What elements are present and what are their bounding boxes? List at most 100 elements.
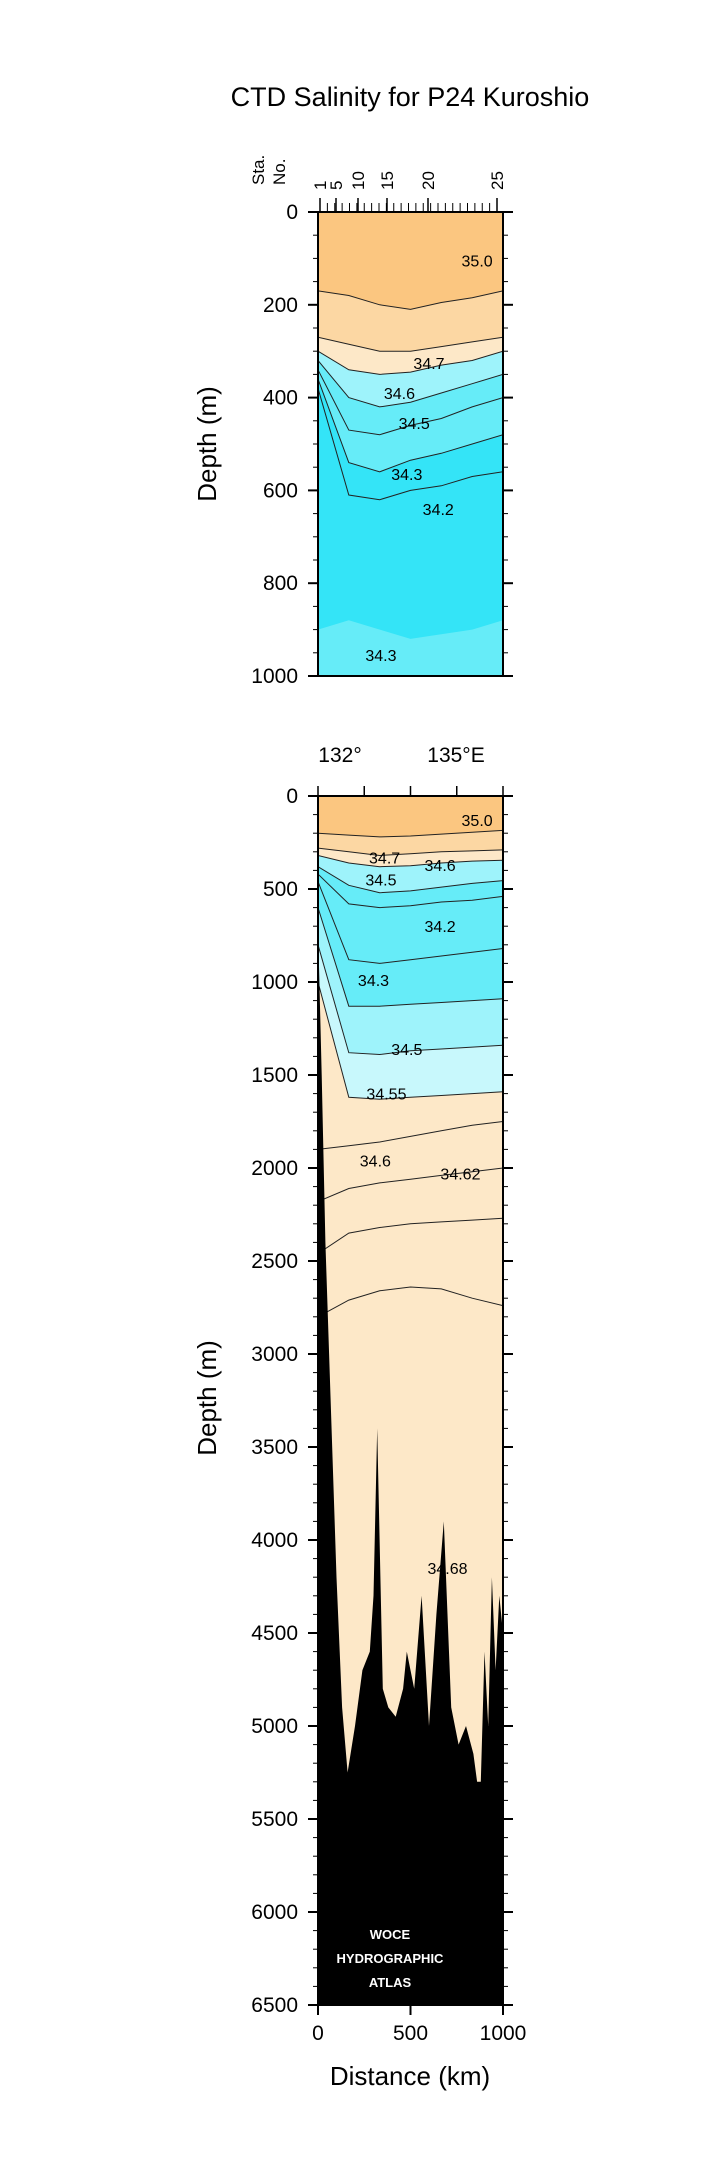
- lower-ticks-y-label-0: 0: [286, 785, 298, 808]
- lower-fill-band-8: [318, 982, 503, 1150]
- lower-ticks-y-label-7: 3500: [251, 1436, 298, 1459]
- lower-ticks-y-label-5: 2500: [251, 1250, 298, 1273]
- lower-contour-labels-2: 34.6: [425, 858, 456, 875]
- lower-contour-labels-6: 34.5: [391, 1042, 422, 1059]
- lower-contours: [318, 829, 503, 1318]
- lower-fill-band-3: [318, 866, 503, 908]
- chart-title: CTD Salinity for P24 Kuroshio: [231, 82, 590, 112]
- station-axis-label-sta: Sta.: [249, 155, 268, 185]
- lower-ticks-y-label-4: 2000: [251, 1157, 298, 1180]
- upper-contour-labels-4: 34.3: [391, 467, 422, 484]
- station-label-25: 25: [488, 171, 507, 190]
- lower-ticks: 0 500 1000 1500 2000 2500 3000 3500 4000 4500 5000…: [251, 785, 526, 2045]
- lower-contour-labels-0: 35.0: [462, 813, 493, 830]
- lower-contours-line-8: [318, 981, 503, 1100]
- upper-fill-band-1: [318, 337, 503, 375]
- upper-contours-line-6: [318, 388, 503, 501]
- lower-ticks-y-label-2: 1000: [251, 971, 298, 994]
- lower-fill-band-surface: [318, 796, 503, 837]
- station-label-20: 20: [419, 171, 438, 190]
- lower-contours-line-10: [318, 1167, 503, 1202]
- upper-contour-labels-5: 34.2: [423, 502, 454, 519]
- lower-fill-band-11: [318, 1218, 503, 1317]
- upper-ticks-y-label-5: 1000: [251, 665, 298, 688]
- lower-ticks-y-label-9: 4500: [251, 1622, 298, 1645]
- lower-fill-band-0: [318, 830, 503, 856]
- lon-label-135e: 135°E: [427, 744, 484, 767]
- lower-ticks-y-label-13: 6500: [251, 1994, 298, 2017]
- lower-ticks-y-label-11: 5500: [251, 1808, 298, 1831]
- upper-ticks-y-label-1: 200: [263, 294, 298, 317]
- lower-contours-line-9: [318, 1121, 503, 1150]
- upper-panel: 0 200 400 600 800 1000 35.0 34.7 34.6 34.5 34.3 34…: [192, 155, 513, 688]
- watermark-line-1: WOCE: [370, 1927, 411, 1942]
- lower-contours-line-5: [318, 881, 503, 964]
- lower-contour-labels-10: 34.68: [427, 1561, 467, 1578]
- upper-fill-band-3: [318, 360, 503, 435]
- lower-contours-line-0: [318, 829, 503, 838]
- lower-ticks-y-label-12: 6000: [251, 1901, 298, 1924]
- upper-fill-band-0: [318, 290, 503, 352]
- lower-ticks-y-label-1: 500: [263, 878, 298, 901]
- upper-contour-labels-2: 34.6: [384, 386, 415, 403]
- lower-fill-band-5: [318, 881, 503, 1007]
- station-label-10: 10: [349, 171, 368, 190]
- lower-x-label-2: 1000: [480, 2022, 527, 2045]
- lower-y-axis-title: Depth (m): [192, 1340, 222, 1456]
- lower-ticks-y-label-3: 1500: [251, 1064, 298, 1087]
- lower-fill-band-4: [318, 874, 503, 964]
- lower-contour-labels-7: 34.55: [366, 1087, 406, 1104]
- watermark: WOCE HYDROGRAPHIC ATLAS: [337, 1927, 445, 1990]
- upper-contour-labels: 35.0 34.7 34.6 34.5 34.3 34.2 34.3: [365, 254, 492, 665]
- upper-ticks-y-label-3: 600: [263, 479, 298, 502]
- lower-contour-labels-3: 34.5: [365, 873, 396, 890]
- lower-contour-labels-4: 34.2: [425, 919, 456, 936]
- lower-contours-line-7: [318, 944, 503, 1056]
- upper-y-axis-title: Depth (m): [192, 386, 222, 502]
- upper-contour-labels-3: 34.5: [399, 416, 430, 433]
- station-axis-label-no: No.: [270, 159, 289, 185]
- upper-contour-labels-0: 35.0: [462, 254, 493, 271]
- upper-ticks-y-label-4: 800: [263, 572, 298, 595]
- lower-contour-labels-1: 34.7: [369, 850, 400, 867]
- lower-x-label-0: 0: [312, 2022, 324, 2045]
- upper-ticks-y-label-0: 0: [286, 201, 298, 224]
- watermark-line-3: ATLAS: [369, 1975, 412, 1990]
- lower-ticks-y-label-6: 3000: [251, 1343, 298, 1366]
- lower-ticks-y-label-10: 5000: [251, 1715, 298, 1738]
- upper-contour-labels-1: 34.7: [413, 356, 444, 373]
- lower-fill-band-7: [318, 944, 503, 1100]
- upper-contours-line-0: [318, 290, 503, 310]
- lower-contour-labels-9: 34.62: [440, 1167, 480, 1184]
- lower-fill-band-10: [318, 1168, 503, 1254]
- station-label-15: 15: [378, 171, 397, 190]
- lower-fill-band-2: [318, 855, 503, 893]
- seafloor: [318, 926, 503, 2005]
- lower-x-axis-title: Distance (km): [330, 2061, 490, 2091]
- lower-contours-line-6: [318, 907, 503, 1007]
- lower-contours-line-2: [318, 855, 503, 868]
- lower-contour-labels-8: 34.6: [360, 1154, 391, 1171]
- lower-contours-line-11: [318, 1217, 503, 1255]
- lower-fill-band-6: [318, 907, 503, 1055]
- upper-contours-line-5: [318, 378, 503, 473]
- lower-fill-band-9: [318, 1121, 503, 1202]
- upper-contour-labels-6: 34.3: [365, 648, 396, 665]
- lower-contours-line-12: [318, 1286, 503, 1318]
- station-label-5: 5: [327, 181, 346, 190]
- upper-contours: [318, 290, 503, 501]
- upper-contours-line-3: [318, 360, 503, 408]
- station-labels: 15 10 15 20 25: [311, 171, 507, 212]
- lower-ticks-y-label-8: 4000: [251, 1529, 298, 1552]
- watermark-line-2: HYDROGRAPHIC: [337, 1951, 445, 1966]
- upper-contours-line-1: [318, 336, 503, 352]
- lower-contours-line-1: [318, 847, 503, 857]
- seafloor-topography: [318, 926, 503, 2005]
- lower-frame: [317, 795, 504, 2006]
- upper-ticks-y-label-2: 400: [263, 387, 298, 410]
- lower-panel: 0 500 1000 1500 2000 2500 3000 3500 4000 4500 5000…: [192, 744, 526, 2091]
- lower-contour-labels-5: 34.3: [358, 973, 389, 990]
- upper-fill-band-4: [318, 369, 503, 472]
- upper-contours-line-2: [318, 350, 503, 375]
